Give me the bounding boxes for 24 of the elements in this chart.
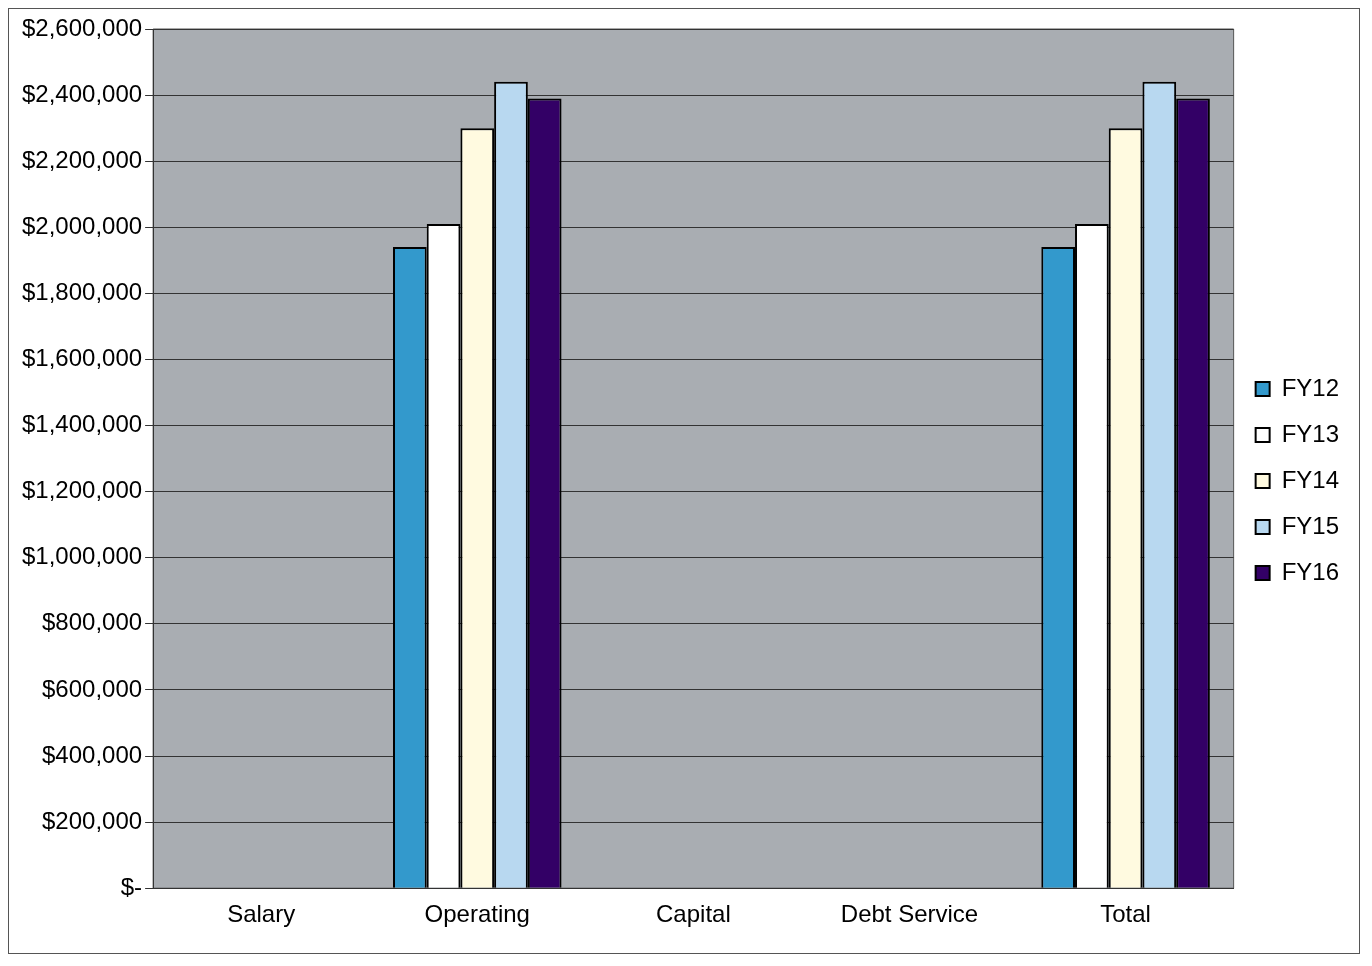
y-tick-label: $200,000 — [42, 806, 143, 834]
legend-label: FY14 — [1281, 465, 1340, 493]
x-tick-label: Debt Service — [840, 900, 979, 928]
y-tick-label: $800,000 — [42, 608, 143, 636]
y-tick-label: $2,200,000 — [21, 145, 143, 173]
y-tick-label: $1,600,000 — [21, 344, 143, 372]
x-tick-label: Total — [1100, 900, 1151, 928]
y-tick-label: $1,800,000 — [21, 277, 143, 305]
y-tick-label: $2,600,000 — [21, 13, 143, 41]
y-tick-label: $1,200,000 — [21, 476, 143, 504]
x-tick-label: Capital — [656, 900, 731, 928]
x-tick-label: Operating — [424, 900, 530, 928]
y-tick-label: $400,000 — [42, 740, 143, 768]
y-tick-label: $600,000 — [42, 674, 143, 702]
y-tick-label: $- — [120, 872, 143, 900]
legend-label: FY15 — [1281, 511, 1340, 539]
y-tick-label: $1,400,000 — [21, 410, 143, 438]
legend-label: FY16 — [1281, 557, 1340, 585]
y-tick-label: $1,000,000 — [21, 542, 143, 570]
y-tick-label: $2,400,000 — [21, 79, 143, 107]
legend-label: FY13 — [1281, 419, 1340, 447]
y-tick-label: $2,000,000 — [21, 211, 143, 239]
x-tick-label: Salary — [227, 900, 296, 928]
legend-label: FY12 — [1281, 373, 1340, 401]
